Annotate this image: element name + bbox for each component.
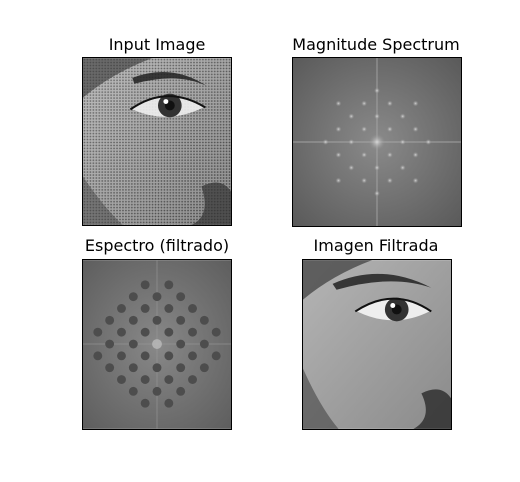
notch-spot	[176, 315, 186, 325]
spectrum-peak	[386, 177, 393, 184]
notch-spot	[152, 363, 162, 373]
notch-spot	[152, 315, 162, 325]
spectrum-peak	[361, 100, 368, 107]
spectrum-peak	[361, 151, 368, 158]
magnitude-spectrum-graphic	[293, 58, 461, 226]
spectrum-peak	[335, 126, 342, 133]
spectrum-peak	[386, 151, 393, 158]
filtered-spectrum-graphic	[83, 260, 231, 429]
notch-spot	[140, 327, 150, 337]
panel-title-filtered-image: Imagen Filtrada	[313, 236, 439, 255]
notch-spot	[188, 304, 197, 313]
spectrum-peak	[322, 139, 329, 145]
notch-spot	[199, 339, 209, 349]
notch-spot	[140, 304, 150, 313]
notch-spot	[140, 375, 150, 384]
notch-spot	[199, 363, 209, 373]
notch-spot	[128, 363, 138, 373]
notch-spot	[140, 351, 150, 361]
notch-spot	[105, 363, 115, 373]
notch-spot	[128, 386, 138, 396]
filtered-image-graphic	[303, 260, 451, 429]
notch-spot	[199, 315, 209, 325]
spectrum-peak	[412, 126, 419, 133]
notch-spot	[152, 292, 162, 302]
spectrum-peak	[335, 100, 342, 107]
notch-spot	[188, 375, 197, 384]
notch-spot	[140, 398, 150, 408]
spectrum-peak	[374, 190, 380, 197]
notch-spot	[93, 351, 103, 361]
spectrum-peak	[399, 164, 406, 171]
spectrum-peak	[412, 100, 419, 107]
spectrum-peak	[425, 139, 432, 145]
notch-spot	[117, 304, 126, 313]
spectrum-peak	[348, 113, 355, 120]
panel-title-magnitude-spectrum: Magnitude Spectrum	[292, 35, 460, 54]
notch-spot	[117, 351, 126, 361]
spectrum-peak	[386, 100, 393, 107]
notch-spot	[105, 339, 115, 349]
spectrum-peak	[399, 139, 406, 145]
filtered-image-panel	[302, 259, 452, 430]
spectrum-peak	[348, 164, 355, 171]
spectrum-peak	[386, 126, 393, 133]
notch-spot	[164, 304, 174, 313]
spectrum-peak	[412, 177, 419, 184]
input-image-graphic	[83, 58, 231, 225]
notch-spot	[176, 339, 186, 349]
filtered-spectrum-panel	[82, 259, 232, 430]
notch-spot	[164, 327, 174, 337]
notch-spot	[211, 327, 221, 337]
notch-spot	[176, 363, 186, 373]
notch-spot	[93, 327, 103, 337]
notch-spot	[117, 327, 126, 337]
notch-spot	[105, 315, 115, 325]
notch-spot	[176, 386, 186, 396]
spectrum-peak	[399, 113, 406, 120]
spectrum-peak	[374, 164, 380, 171]
spectrum-peak	[348, 139, 355, 145]
notch-spot	[128, 292, 138, 302]
spectrum-peak	[374, 113, 380, 120]
notch-spot	[140, 280, 150, 290]
notch-spot	[188, 327, 197, 337]
notch-spot	[152, 386, 162, 396]
notch-spot	[164, 280, 174, 290]
notch-spot	[128, 339, 138, 349]
notch-spot	[188, 351, 197, 361]
notch-spot	[176, 292, 186, 302]
spectrum-peak	[335, 177, 342, 184]
input-image-panel	[82, 57, 232, 226]
panel-title-filtered-spectrum: Espectro (filtrado)	[84, 236, 230, 255]
spectrum-peak	[374, 87, 380, 94]
spectrum-peak	[335, 151, 342, 158]
spectrum-peak	[361, 177, 368, 184]
magnitude-spectrum-panel	[292, 57, 462, 227]
panel-title-input-image: Input Image	[108, 35, 206, 54]
spectrum-peak	[412, 151, 419, 158]
notch-spot	[211, 351, 221, 361]
notch-spot	[128, 315, 138, 325]
notch-spot	[164, 351, 174, 361]
notch-spot	[117, 375, 126, 384]
notch-spot	[164, 398, 174, 408]
spectrum-peak	[361, 126, 368, 133]
notch-spot	[164, 375, 174, 384]
